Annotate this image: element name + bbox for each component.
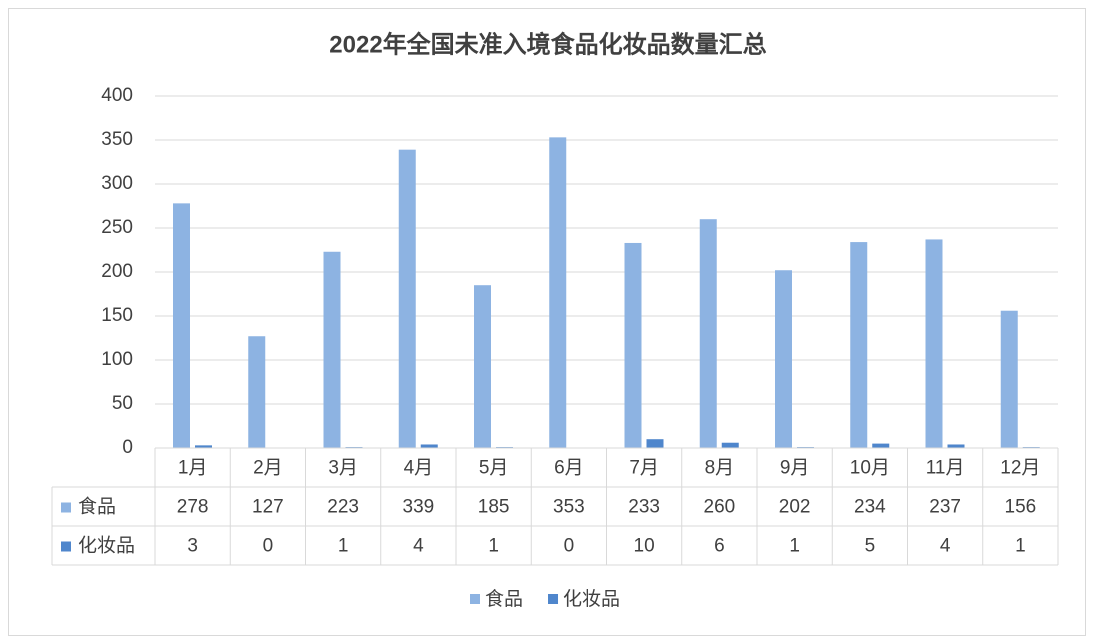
- bar: [947, 444, 965, 448]
- bar: [624, 242, 642, 448]
- table-cell: 6: [714, 536, 725, 557]
- bar: [1000, 310, 1018, 448]
- bar: [721, 442, 739, 448]
- table-cell: 4: [940, 536, 951, 557]
- x-tick-label: 2月: [253, 458, 283, 479]
- bar: [699, 219, 717, 448]
- x-tick-label: 6月: [554, 458, 584, 479]
- table-cell: 278: [177, 497, 209, 518]
- x-tick-label: 10月: [850, 458, 890, 479]
- y-tick-label: 100: [101, 349, 133, 370]
- x-tick-label: 1月: [178, 458, 208, 479]
- y-tick-label: 50: [112, 393, 133, 414]
- table-cell: 5: [865, 536, 876, 557]
- x-tick-label: 8月: [705, 458, 735, 479]
- chart-border: [8, 8, 1086, 636]
- legend-key: [470, 594, 480, 604]
- bar: [872, 443, 890, 448]
- table-cell: 1: [789, 536, 800, 557]
- legend-label: 化妆品: [563, 588, 620, 610]
- table-cell: 233: [628, 497, 660, 518]
- x-tick-label: 7月: [629, 458, 659, 479]
- legend-label: 食品: [485, 588, 523, 610]
- table-cell: 185: [478, 497, 510, 518]
- y-tick-label: 200: [101, 261, 133, 282]
- table-cell: 1: [1015, 536, 1026, 557]
- y-tick-label: 350: [101, 129, 133, 150]
- table-cell: 127: [252, 497, 284, 518]
- bar: [173, 203, 190, 448]
- x-tick-label: 9月: [780, 458, 810, 479]
- legend-key: [548, 594, 559, 604]
- table-row-header: 食品: [78, 496, 116, 518]
- bar: [850, 242, 868, 448]
- x-tick-label: 3月: [328, 458, 358, 479]
- table-cell: 4: [413, 536, 424, 557]
- x-tick-label: 4月: [404, 458, 434, 479]
- x-tick-label: 5月: [479, 458, 509, 479]
- bar: [323, 251, 341, 448]
- table-legend-key: [61, 502, 71, 513]
- y-tick-label: 150: [101, 305, 133, 326]
- table-cell: 202: [779, 497, 811, 518]
- table-cell: 223: [327, 497, 359, 518]
- x-tick-label: 11月: [926, 458, 965, 479]
- table-legend-key: [61, 541, 71, 552]
- table-cell: 1: [338, 536, 349, 557]
- y-tick-label: 400: [101, 85, 133, 106]
- y-tick-label: 300: [101, 173, 133, 194]
- y-tick-label: 250: [101, 217, 133, 238]
- table-cell: 10: [634, 536, 655, 557]
- bar: [248, 336, 266, 448]
- table-cell: 3: [187, 536, 198, 557]
- table-cell: 260: [704, 497, 736, 518]
- bar: [925, 239, 943, 448]
- table-cell: 0: [263, 536, 274, 557]
- table-cell: 353: [553, 497, 585, 518]
- chart-title: 2022年全国未准入境食品化妆品数量汇总: [329, 30, 766, 58]
- table-cell: 237: [929, 497, 961, 518]
- table-cell: 1: [488, 536, 499, 557]
- bar: [420, 444, 438, 448]
- x-tick-label: 12月: [1000, 458, 1040, 479]
- bar: [549, 137, 567, 449]
- bar: [474, 285, 491, 448]
- table-cell: 234: [854, 497, 886, 518]
- table-cell: 156: [1005, 497, 1037, 518]
- table-cell: 0: [564, 536, 575, 557]
- bar: [398, 149, 416, 448]
- bar: [646, 439, 664, 448]
- y-tick-label: 0: [122, 437, 133, 458]
- table-row-header: 化妆品: [78, 535, 135, 557]
- bar: [775, 270, 792, 448]
- bar: [195, 445, 212, 448]
- table-cell: 339: [403, 497, 435, 518]
